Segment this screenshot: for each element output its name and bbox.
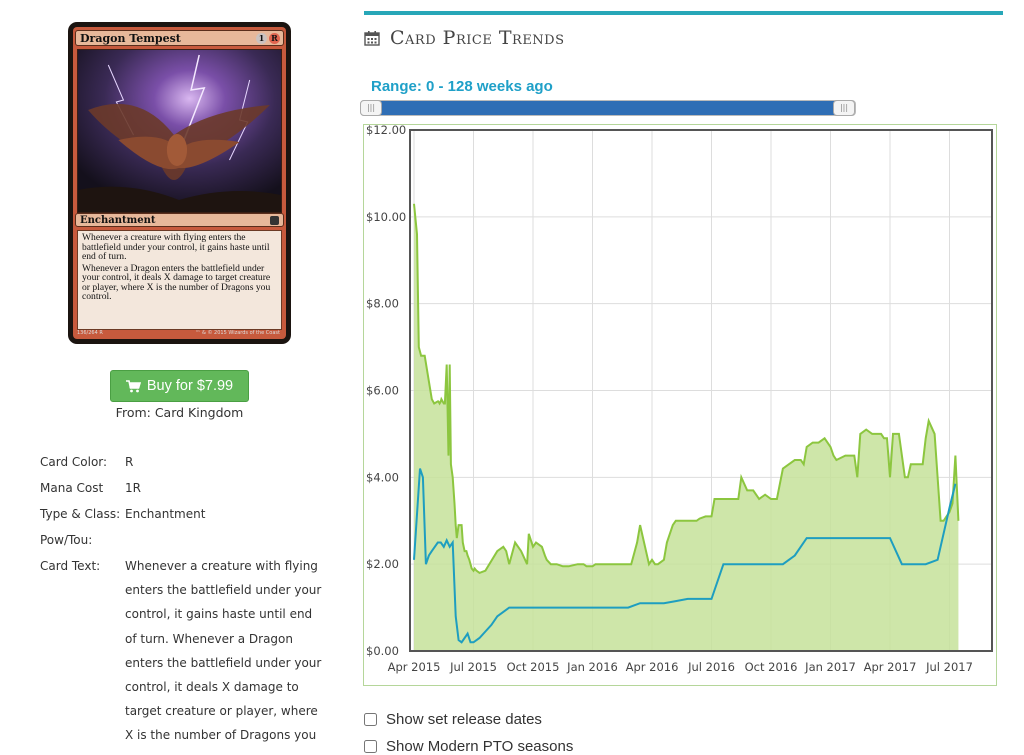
x-tick-label: Jan 2016: [566, 660, 618, 674]
range-slider-fill: [370, 101, 841, 115]
calendar-icon: [364, 31, 380, 46]
buy-button-label: Buy for $7.99: [146, 378, 234, 394]
mana-cost-label: Mana Cost: [40, 481, 104, 495]
x-tick-label: Oct 2016: [745, 660, 798, 674]
set-symbol-icon: [270, 216, 279, 225]
chart-x-axis-labels: Apr 2015 Jul 2015 Oct 2015 Jan 2016 Apr 2016…: [388, 660, 973, 674]
release-dates-option[interactable]: Show set release dates: [364, 711, 542, 728]
card-copyright: ™ & © 2015 Wizards of the Coast: [195, 330, 280, 336]
card-title-bar: Dragon Tempest 1 R: [75, 30, 284, 46]
buy-button[interactable]: Buy for $7.99: [110, 370, 249, 402]
card-text-box: Whenever a creature with flying enters t…: [77, 230, 282, 330]
mana-symbol-generic: 1: [256, 33, 267, 44]
release-dates-checkbox[interactable]: [364, 713, 377, 726]
series-1-area: [414, 203, 959, 652]
release-dates-label: Show set release dates: [386, 711, 542, 728]
card-type-line: Enchantment: [80, 215, 156, 226]
x-tick-label: Apr 2015: [388, 660, 441, 674]
price-chart: $0.00 $2.00 $4.00 $6.00 $8.00 $10.00 $12.00 Ap…: [363, 123, 997, 686]
card-color-value: R: [125, 455, 134, 469]
section-title: Card Price Trends: [390, 27, 565, 49]
y-tick-label: $4.00: [366, 470, 399, 484]
x-tick-label: Apr 2017: [864, 660, 917, 674]
dragon-art-illustration: [78, 50, 281, 212]
x-tick-label: Oct 2015: [507, 660, 560, 674]
card-type-bar: Enchantment: [75, 213, 284, 227]
mana-symbol-red: R: [269, 33, 280, 44]
y-tick-label: $2.00: [366, 557, 399, 571]
card-mana-cost: 1 R: [256, 33, 280, 44]
section-header: Card Price Trends: [364, 27, 565, 49]
series-1-line: [413, 203, 960, 575]
chart-y-axis-labels: $0.00 $2.00 $4.00 $6.00 $8.00 $10.00 $12.00: [366, 123, 406, 658]
chart-series-area: [414, 203, 959, 652]
mana-cost-value: 1R: [125, 481, 141, 495]
card-footer: 136/264 R ™ & © 2015 Wizards of the Coas…: [77, 328, 282, 338]
y-tick-label: $8.00: [366, 297, 399, 311]
card-image: Dragon Tempest 1 R: [68, 22, 291, 344]
section-divider: [364, 11, 1003, 15]
range-slider-handle-min[interactable]: |||: [360, 100, 382, 116]
pto-seasons-label: Show Modern PTO seasons: [386, 738, 574, 755]
type-class-value: Enchantment: [125, 507, 206, 521]
range-label: Range: 0 - 128 weeks ago: [371, 78, 553, 95]
card-art: [77, 49, 282, 213]
vendor-label: From: Card Kingdom: [115, 405, 244, 420]
plot-border: [409, 129, 993, 652]
x-tick-label: Apr 2016: [626, 660, 679, 674]
pto-seasons-checkbox[interactable]: [364, 740, 377, 753]
price-chart-svg: $0.00 $2.00 $4.00 $6.00 $8.00 $10.00 $12.00 Ap…: [366, 123, 993, 674]
y-tick-label: $6.00: [366, 384, 399, 398]
range-slider-handle-max[interactable]: |||: [833, 100, 855, 116]
x-tick-label: Jul 2016: [687, 660, 735, 674]
pto-seasons-option[interactable]: Show Modern PTO seasons: [364, 738, 573, 755]
x-tick-label: Jul 2015: [449, 660, 497, 674]
shopping-cart-icon: [125, 379, 141, 392]
type-class-label: Type & Class:: [40, 507, 121, 521]
series-2-line: [413, 468, 957, 644]
card-collector-number: 136/264 R: [77, 330, 103, 336]
card-frame: Dragon Tempest 1 R: [73, 27, 286, 339]
pow-tou-label: Pow/Tou:: [40, 533, 93, 547]
x-tick-label: Jul 2017: [925, 660, 973, 674]
x-tick-label: Jan 2017: [804, 660, 856, 674]
y-tick-label: $12.00: [366, 125, 406, 137]
y-tick-label: $10.00: [366, 210, 406, 224]
y-tick-label: $0.00: [366, 644, 399, 658]
card-text-value: Whenever a creature with flying enters t…: [125, 559, 322, 743]
chart-series-lines: [413, 203, 960, 644]
card-text-label: Card Text:: [40, 559, 101, 573]
card-ability-1: Whenever a creature with flying enters t…: [82, 232, 270, 262]
card-ability-2: Whenever a Dragon enters the battlefield…: [82, 262, 271, 302]
card-color-label: Card Color:: [40, 455, 108, 469]
card-name: Dragon Tempest: [80, 32, 181, 45]
